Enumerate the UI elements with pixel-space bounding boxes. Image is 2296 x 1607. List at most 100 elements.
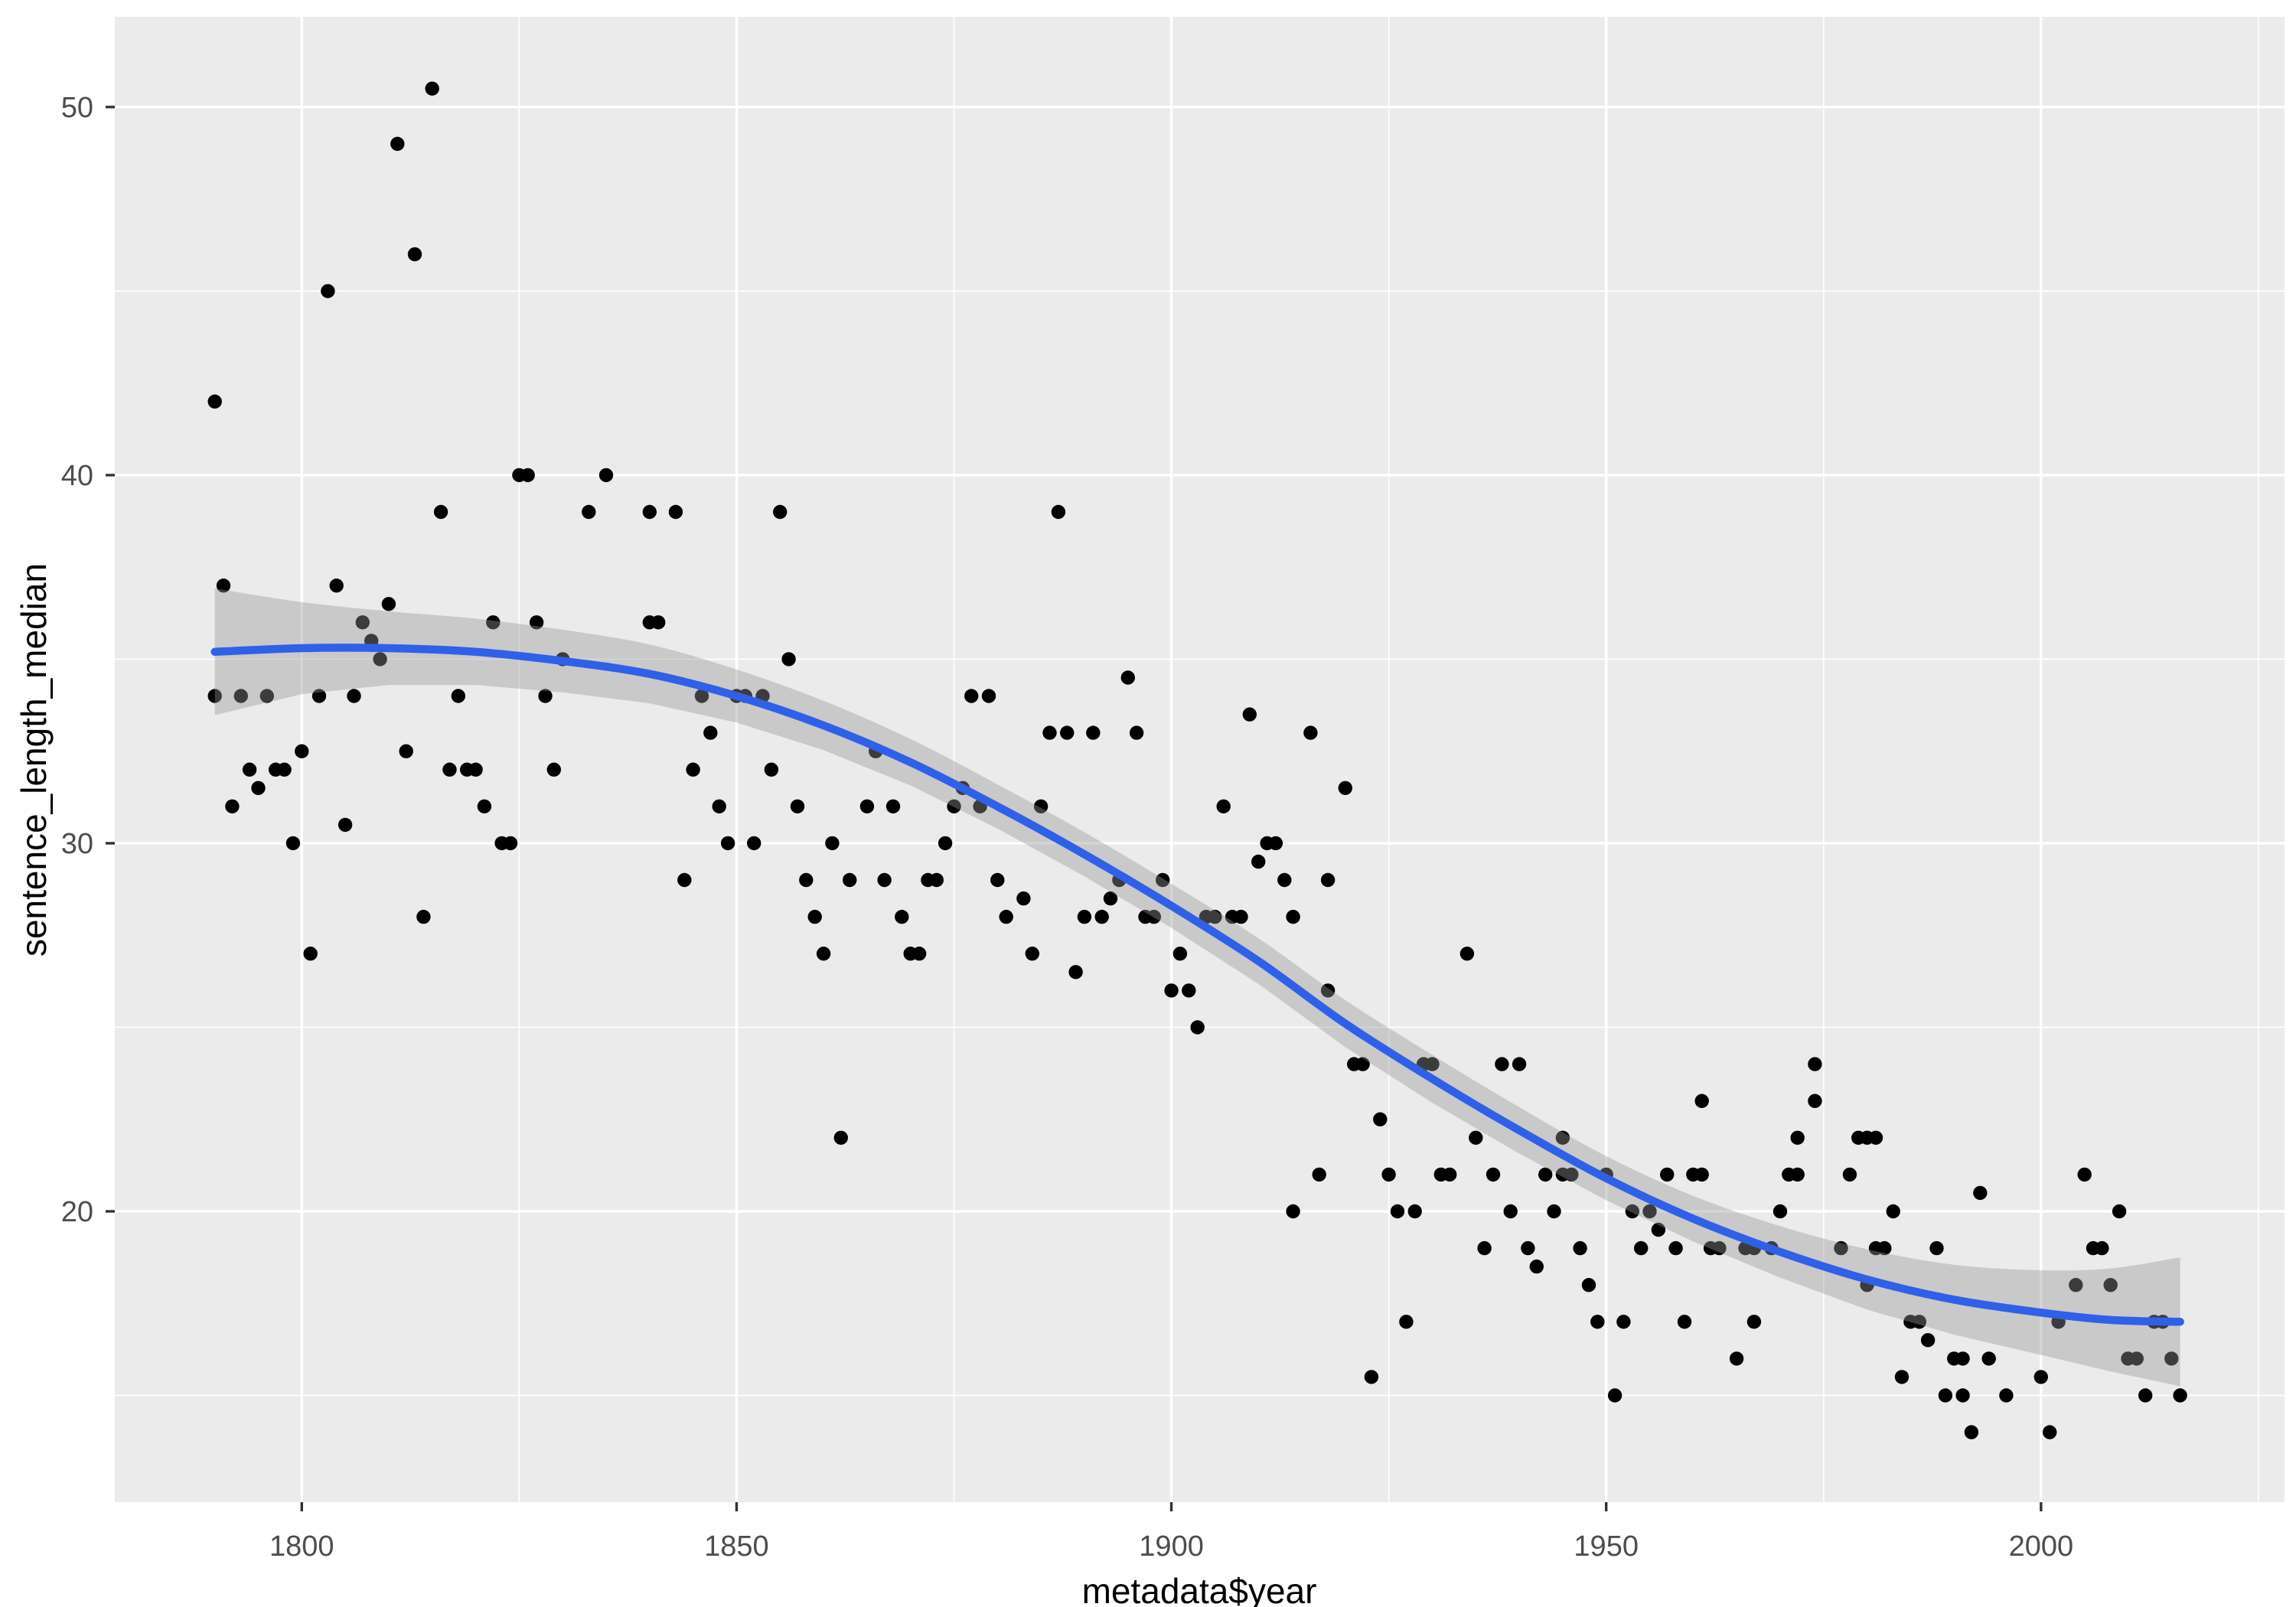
data-point xyxy=(1407,1204,1422,1219)
data-point xyxy=(807,909,822,924)
data-point xyxy=(895,909,909,924)
data-point xyxy=(355,615,370,630)
data-point xyxy=(1808,1094,1822,1108)
data-point xyxy=(2129,1351,2144,1366)
data-point xyxy=(877,872,892,888)
data-point xyxy=(781,652,796,667)
data-point xyxy=(1521,1240,1535,1256)
data-point xyxy=(1894,1370,1910,1384)
data-point xyxy=(1242,707,1257,722)
data-point xyxy=(1277,872,1292,888)
data-point xyxy=(964,689,979,703)
data-point xyxy=(1581,1278,1596,1292)
data-point xyxy=(703,725,718,740)
data-point xyxy=(2095,1240,2109,1256)
data-point xyxy=(486,615,501,630)
data-point xyxy=(1503,1204,1518,1219)
data-point xyxy=(1981,1351,1996,1366)
y-axis-tick-label: 20 xyxy=(61,1196,93,1228)
data-point xyxy=(295,744,309,758)
data-point xyxy=(407,247,422,262)
data-point xyxy=(2033,1370,2048,1384)
data-point xyxy=(1486,1167,1501,1182)
x-axis-tick-label: 1850 xyxy=(704,1530,769,1563)
y-axis-title: sentence_length_median xyxy=(14,562,54,957)
data-point xyxy=(1790,1130,1805,1146)
data-point xyxy=(912,947,927,961)
data-point xyxy=(1190,1020,1205,1035)
data-point xyxy=(451,689,465,703)
data-point xyxy=(1834,1240,1848,1256)
data-point xyxy=(1694,1094,1709,1108)
data-point xyxy=(1338,781,1353,795)
data-point xyxy=(477,799,492,814)
data-point xyxy=(1216,799,1231,814)
x-axis-title: metadata$year xyxy=(1081,1571,1317,1607)
data-point xyxy=(1103,891,1118,906)
data-point xyxy=(1234,909,1248,924)
data-point xyxy=(373,652,387,667)
data-point xyxy=(764,762,779,777)
data-point xyxy=(2069,1278,2083,1292)
data-point xyxy=(1060,725,1075,740)
data-point xyxy=(1746,1315,1762,1329)
data-point xyxy=(311,689,327,703)
data-point xyxy=(1590,1315,1605,1329)
data-point xyxy=(712,799,726,814)
data-point xyxy=(1642,1204,1657,1219)
data-point xyxy=(720,836,735,851)
data-point xyxy=(1268,836,1283,851)
data-point xyxy=(1912,1315,1926,1329)
data-point xyxy=(1390,1204,1405,1219)
data-point xyxy=(1303,725,1318,740)
data-point xyxy=(1808,1057,1822,1071)
data-point xyxy=(747,836,762,851)
y-axis-tick-label: 50 xyxy=(61,92,93,124)
data-point xyxy=(1512,1057,1527,1071)
data-point xyxy=(1920,1333,1936,1348)
data-point xyxy=(520,468,535,483)
x-axis-tick-label: 2000 xyxy=(2009,1530,2074,1563)
data-point xyxy=(885,799,901,814)
data-point xyxy=(1955,1388,1970,1403)
data-point xyxy=(825,836,840,851)
data-point xyxy=(303,947,318,961)
data-point xyxy=(1773,1204,1788,1219)
data-point xyxy=(843,872,857,888)
y-axis-tick-label: 40 xyxy=(61,460,93,492)
data-point xyxy=(694,689,709,703)
data-point xyxy=(1033,799,1049,814)
data-point xyxy=(582,504,596,520)
data-point xyxy=(329,579,344,593)
data-point xyxy=(1547,1204,1561,1219)
data-point xyxy=(1164,983,1179,998)
data-point xyxy=(321,284,335,298)
data-point xyxy=(859,799,875,814)
data-point xyxy=(1999,1388,2014,1403)
data-point xyxy=(1955,1351,1970,1366)
data-point xyxy=(947,799,961,814)
data-point xyxy=(1156,872,1170,888)
data-point xyxy=(1929,1240,1944,1256)
data-point xyxy=(2173,1388,2187,1403)
data-point xyxy=(1094,909,1109,924)
data-point xyxy=(1129,725,1144,740)
data-point xyxy=(338,817,353,833)
data-point xyxy=(242,762,257,777)
data-point xyxy=(538,689,553,703)
data-point xyxy=(1172,947,1188,961)
data-point xyxy=(207,394,222,409)
data-point xyxy=(503,836,518,851)
data-point xyxy=(1208,909,1222,924)
data-point xyxy=(1712,1240,1727,1256)
data-point xyxy=(1477,1240,1492,1256)
data-point xyxy=(442,762,457,777)
data-point xyxy=(381,597,396,611)
data-point xyxy=(1973,1185,1988,1201)
data-point xyxy=(1938,1388,1953,1403)
data-point xyxy=(425,81,439,96)
data-point xyxy=(1538,1167,1553,1182)
x-axis-tick-label: 1900 xyxy=(1139,1530,1204,1563)
data-point xyxy=(1729,1351,1744,1366)
